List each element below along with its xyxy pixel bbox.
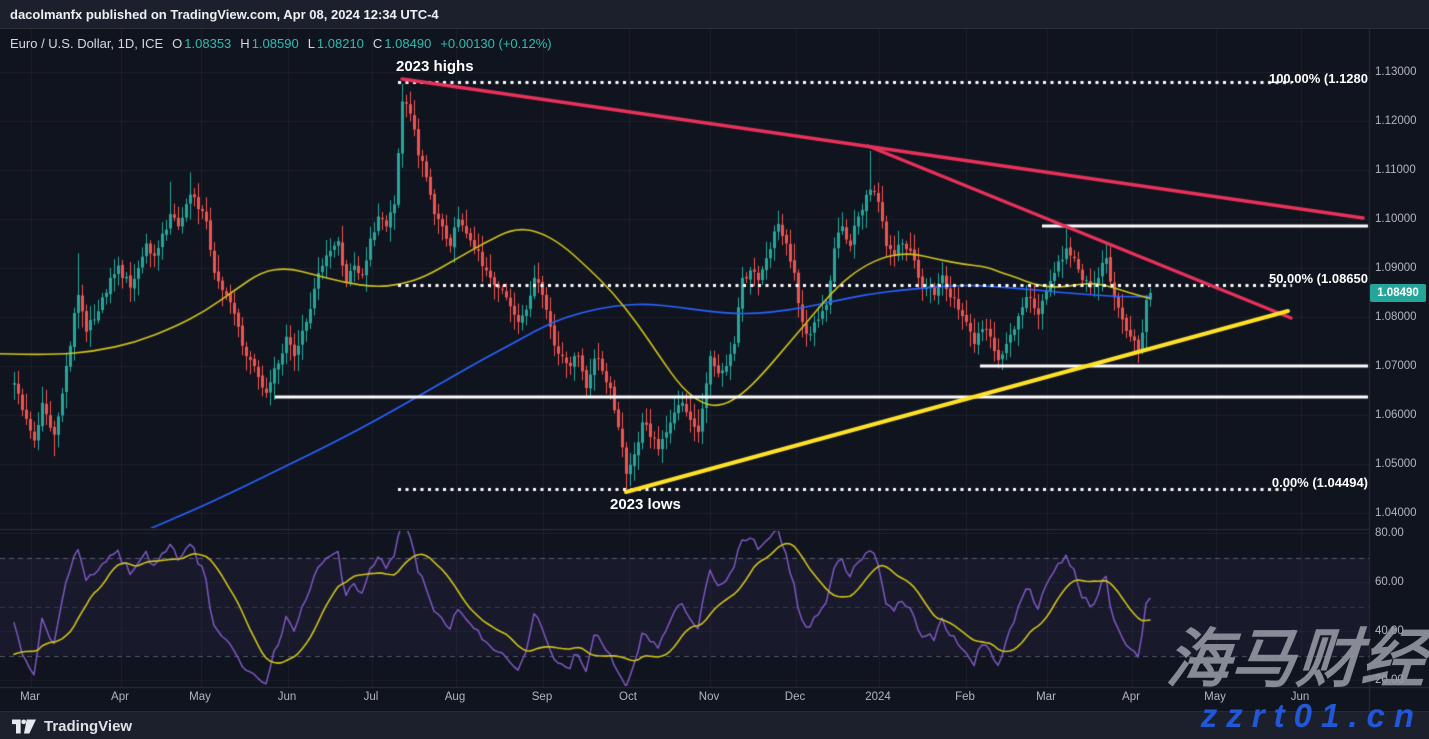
time-tick-label: May [189,691,211,703]
footer-brand[interactable]: TradingView [44,717,133,735]
price-tick-label: 1.05000 [1375,458,1417,470]
high-label: H [240,36,250,51]
fib-label-50: 50.00% (1.08650 [1268,271,1368,286]
rsi-tick-label: 60.00 [1375,576,1404,588]
time-tick-label: Apr [111,691,129,703]
time-tick-label: Jun [277,691,297,703]
time-scale[interactable]: Mar Apr May Jun Jul Aug Sep Oct Nov Dec 2024 Feb Mar… [0,687,1368,711]
publish-banner: dacolmanfx published on TradingView.com,… [0,0,1429,29]
price-tick-label: 1.10000 [1375,213,1417,225]
price-tick-label: 1.12000 [1375,115,1417,127]
fib-label-0: 0.00% (1.04494) [1271,475,1368,490]
time-tick-label: Apr [1122,691,1140,703]
low-label: L [307,36,315,51]
price-tick-label: 1.04000 [1375,507,1417,519]
time-tick-label: Mar [1036,691,1056,703]
price-tick-label: 1.09000 [1375,262,1417,274]
change-value: +0.00130 (+0.12%) [440,36,552,51]
annotation-2023-lows: 2023 lows [610,496,681,513]
price-scale[interactable]: 1.08490 1.13000 1.12000 1.11000 1.10000 1.09… [1369,28,1429,711]
price-tick-label: 1.08000 [1375,311,1417,323]
close-value: 1.08490 [384,36,432,51]
chart-legend[interactable]: Euro / U.S. Dollar, 1D, ICE O 1.08353 H 1.… [10,36,552,51]
close-label: C [372,36,383,51]
footer-bar: TradingView [0,711,1429,739]
annotation-2023-highs: 2023 highs [396,58,474,75]
last-price-tag: 1.08490 [1370,283,1426,302]
open-label: O [172,36,183,51]
time-tick-label: Feb [955,691,975,703]
time-tick-label: Nov [698,691,720,703]
time-tick-label: Mar [20,691,40,703]
price-tick-label: 1.07000 [1375,360,1417,372]
price-tick-label: 1.06000 [1375,409,1417,421]
time-tick-label: Aug [444,691,466,703]
open-value: 1.08353 [184,36,232,51]
time-tick-label: 2024 [865,691,891,703]
fib-label-100: 100.00% (1.1280 [1268,71,1368,86]
time-tick-label: May [1204,691,1226,703]
watermark-chinese: 海马财经 [1164,623,1429,695]
price-tick-label: 1.13000 [1375,66,1417,78]
time-tick-label: Jun [1290,691,1310,703]
rsi-tick-label: 20.00 [1375,674,1404,686]
rsi-tick-label: 80.00 [1375,527,1404,539]
rsi-tick-label: 40.00 [1375,625,1404,637]
high-value: 1.08590 [251,36,299,51]
time-tick-label: Oct [619,691,637,703]
time-tick-label: Jul [363,691,379,703]
watermark-url: zzrt01.cn [1200,697,1423,734]
low-value: 1.08210 [316,36,364,51]
price-tick-label: 1.11000 [1375,164,1416,176]
time-tick-label: Dec [784,691,806,703]
banner-text: dacolmanfx published on TradingView.com,… [10,6,439,22]
symbol-title[interactable]: Euro / U.S. Dollar, 1D, ICE [10,36,164,51]
tradingview-logo-icon[interactable] [12,719,36,734]
time-tick-label: Sep [531,691,553,703]
